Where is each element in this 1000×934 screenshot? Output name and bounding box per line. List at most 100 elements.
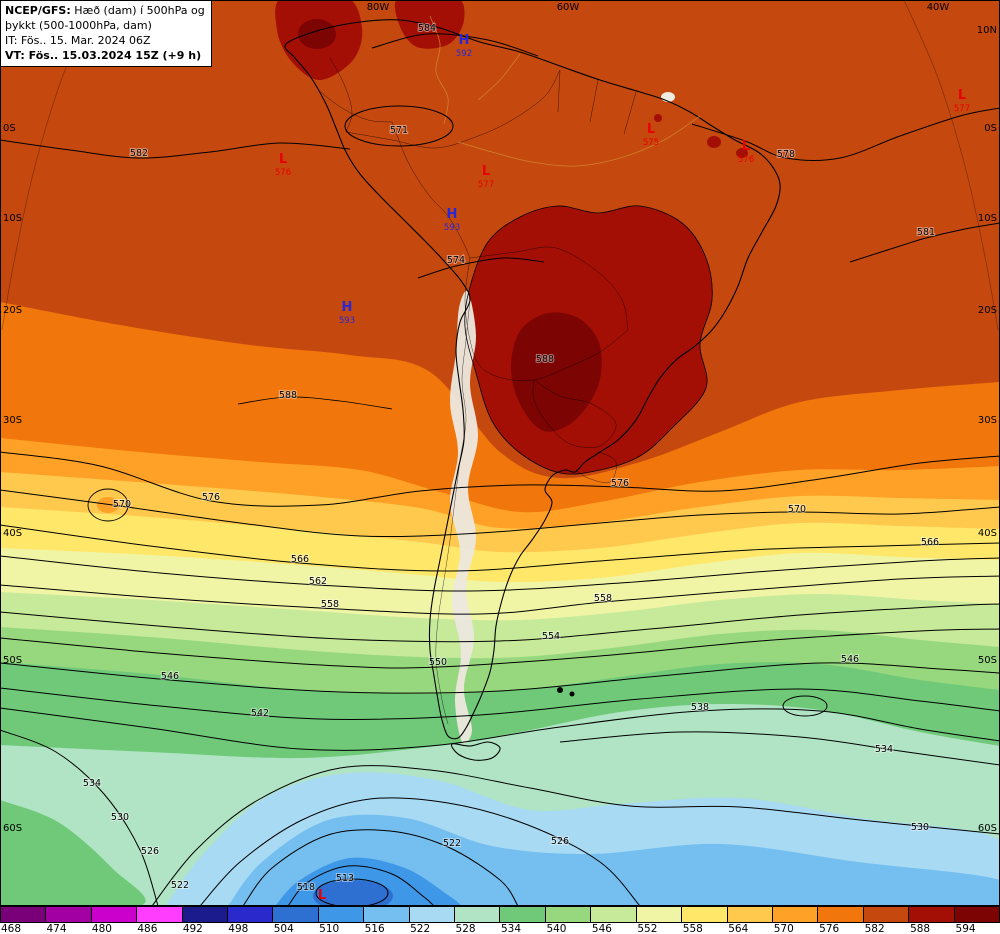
colorbar: 468 474 480 486 492 498 504 510 516 522 528 534 540 5… <box>0 906 1000 934</box>
high-marker: H <box>342 300 353 315</box>
contour-label: 546 <box>161 671 179 682</box>
thickness-bands <box>0 0 1000 906</box>
contour-label: 566 <box>921 537 939 548</box>
colorbar-value: 582 <box>864 923 885 934</box>
contour-label: 526 <box>141 846 159 857</box>
colorbar-value: 534 <box>500 923 522 934</box>
colorbar-cell <box>46 907 92 922</box>
low-marker: L <box>482 164 490 179</box>
contour-label: 581 <box>917 227 935 238</box>
contour-label: 574 <box>447 255 465 266</box>
contour-label: 534 <box>83 778 101 789</box>
model-name: NCEP/GFS: <box>5 4 71 17</box>
contour-label: 571 <box>390 125 408 136</box>
low-marker-value: 575 <box>643 138 659 148</box>
colorbar-value: 552 <box>637 923 658 934</box>
colorbar-cell <box>182 907 229 922</box>
contour-label: 576 <box>202 492 220 503</box>
contour-label: 518 <box>297 882 315 893</box>
lon-label: 60W <box>557 2 580 13</box>
low-marker-value: 576 <box>738 155 754 165</box>
contour-label: 530 <box>911 822 929 833</box>
lat-label-left: 50S <box>3 655 22 666</box>
colorbar-value: 576 <box>819 923 840 934</box>
lat-label-left: 30S <box>3 415 22 426</box>
high-marker: H <box>447 207 458 222</box>
map-area: 584 571 582 578 581 574 588 588 576 576 570 570 566 5… <box>0 0 1000 906</box>
contour-label: 588 <box>279 390 297 401</box>
lat-label-right: 0S <box>984 123 997 134</box>
colorbar-value: 510 <box>319 923 340 934</box>
contour-lines <box>0 33 1000 906</box>
high-marker-value: 593 <box>444 223 460 233</box>
lat-label-left: 60S <box>3 823 22 834</box>
rivers <box>429 15 701 167</box>
contour-label: 538 <box>691 702 709 713</box>
colorbar-value: 570 <box>773 923 794 934</box>
country-borders <box>317 57 637 725</box>
colorbar-value: 516 <box>364 923 385 934</box>
contour-label: 530 <box>111 812 129 823</box>
contour-label: 522 <box>171 880 189 891</box>
colorbar-cell <box>228 907 274 922</box>
andes-terrain <box>449 290 479 744</box>
low-marker: L <box>958 88 966 103</box>
lon-label: 40W <box>927 2 950 13</box>
contour-label: 554 <box>542 631 560 642</box>
lat-label-left: 0S <box>3 123 16 134</box>
colorbar-cell <box>909 907 955 922</box>
low-marker: L <box>742 139 750 154</box>
high-marker-value: 592 <box>456 49 472 59</box>
lat-label-left: 40S <box>3 528 22 539</box>
colorbar-value: 492 <box>182 923 203 934</box>
colorbar-cell <box>591 907 637 922</box>
colorbar-cell <box>91 907 138 922</box>
high-marker-value: 593 <box>339 316 355 326</box>
colorbar-cell <box>455 907 501 922</box>
contour-label: 570 <box>788 504 806 515</box>
coastline <box>284 19 781 761</box>
colorbar-value: 498 <box>228 923 249 934</box>
colorbar-value: 474 <box>46 923 67 934</box>
legend-title-rest: Hæð (dam) í 500hPa og <box>70 4 205 17</box>
colorbar-value: 594 <box>955 923 976 934</box>
lat-label-left: 10S <box>3 213 22 224</box>
colorbar-cell <box>636 907 683 922</box>
colorbar-cell <box>727 907 773 922</box>
lat-label-right: 50S <box>978 655 997 666</box>
colorbar-cell <box>682 907 728 922</box>
axis-labels: 80W 60W 40W 0S 0S 10S 10S 20S 20S 30S 30S 40S 40S 50S… <box>3 2 997 834</box>
colorbar-cell <box>364 907 410 922</box>
contour-label: 558 <box>321 599 339 610</box>
lat-label-right: 10S <box>978 213 997 224</box>
colorbar-cells <box>0 906 1000 923</box>
low-marker-value: 577 <box>478 180 494 190</box>
colorbar-cell <box>818 907 864 922</box>
colorbar-value: 546 <box>591 923 612 934</box>
low-marker: L <box>647 122 655 137</box>
colorbar-cell <box>0 907 47 922</box>
colorbar-cell <box>273 907 319 922</box>
legend-subtitle: þykkt (500-1000hPa, dam) <box>5 19 152 32</box>
high-marker: H <box>459 33 470 48</box>
lon-label: 80W <box>367 2 390 13</box>
legend-title: NCEP/GFS: Hæð (dam) í 500hPa og <box>5 3 205 18</box>
contour-label: 522 <box>443 838 461 849</box>
contour-label: 550 <box>429 657 447 668</box>
contour-label: 562 <box>309 576 327 587</box>
colorbar-labels: 468 474 480 486 492 498 504 510 516 522 528 534 540 5… <box>0 923 1000 934</box>
contour-label: 542 <box>251 708 269 719</box>
contour-label: 526 <box>551 836 569 847</box>
colorbar-cell <box>318 907 365 922</box>
low-marker: L <box>318 888 326 903</box>
colorbar-cell <box>409 907 456 922</box>
contour-label: 534 <box>875 744 893 755</box>
low-marker-value: 577 <box>954 104 970 114</box>
colorbar-value: 588 <box>910 923 931 934</box>
lat-label-right: 60S <box>978 823 997 834</box>
colorbar-cell <box>863 907 910 922</box>
